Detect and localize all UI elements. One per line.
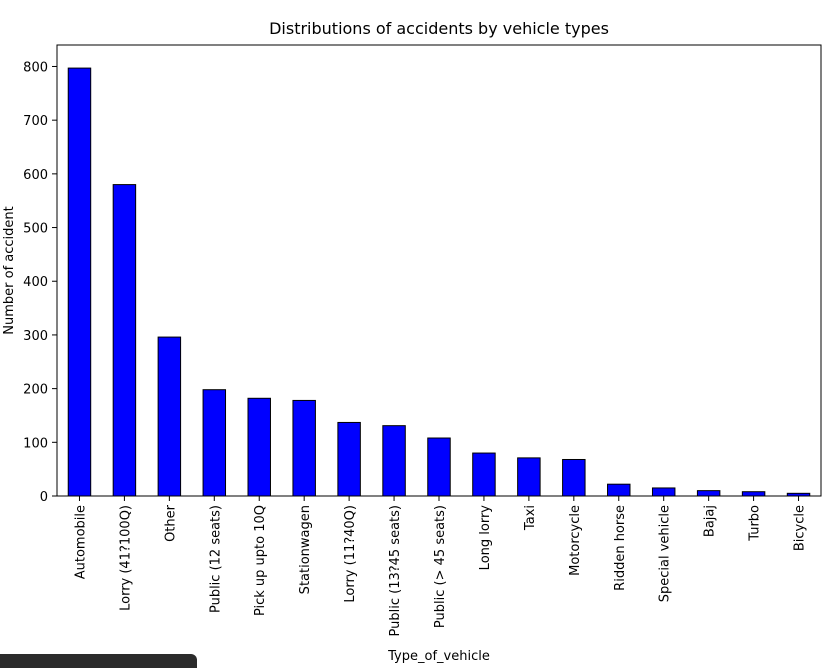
x-tick-label: Pick up upto 10Q: [253, 505, 268, 616]
bar: [337, 421, 361, 497]
bar: [427, 437, 451, 497]
x-tick-label: Other: [163, 504, 178, 542]
bar: [112, 184, 137, 497]
x-tick-label: Long lorry: [478, 505, 493, 571]
x-tick-label: Public (12 seats): [208, 505, 223, 613]
y-tick-label: 500: [23, 222, 48, 237]
bar: [651, 487, 676, 497]
x-tick-label: Taxi: [523, 505, 538, 531]
y-axis-label: Number of accident: [2, 206, 17, 334]
bar: [517, 457, 541, 497]
bar: [247, 397, 271, 497]
x-tick-label: Lorry (41?100Q): [118, 505, 133, 611]
x-tick-label: Ridden horse: [613, 505, 628, 591]
bar: [562, 458, 586, 497]
x-tick-label: Stationwagen: [298, 505, 313, 594]
bar: [67, 67, 92, 497]
x-tick-label: Turbo: [748, 505, 763, 542]
bars-group: [67, 67, 811, 497]
x-tick-label: Special vehicle: [658, 505, 673, 602]
bar: [607, 483, 631, 497]
x-tick-label: Bajaj: [703, 505, 718, 537]
y-tick-label: 700: [23, 114, 48, 129]
y-axis: 0 100 200 300 400 500 600 700 800: [23, 60, 57, 505]
y-tick-label: 200: [23, 383, 48, 398]
y-tick-label: 100: [23, 436, 48, 451]
x-tick-label: Bicycle: [793, 505, 808, 551]
bar: [382, 425, 406, 497]
x-tick-label: Lorry (11?40Q): [343, 505, 358, 603]
y-tick-label: 300: [23, 329, 48, 344]
chart-title: Distributions of accidents by vehicle ty…: [269, 19, 609, 38]
bar: [696, 490, 721, 497]
x-axis: Automobile Lorry (41?100Q) Other Public (12…: [73, 496, 808, 636]
bar: [292, 399, 316, 497]
x-tick-label: Public (> 45 seats): [433, 505, 448, 628]
bar: [741, 491, 766, 497]
y-tick-label: 800: [23, 60, 48, 75]
x-tick-label: Motorcycle: [568, 505, 583, 576]
plot-frame: [56, 44, 822, 497]
bar: [157, 336, 182, 497]
y-tick-label: 0: [40, 490, 48, 505]
overlay-bar: [0, 654, 197, 668]
x-tick-label: Public (13?45 seats): [388, 505, 403, 636]
x-axis-label: Type_of_vehicle: [387, 649, 490, 664]
bar: [472, 452, 496, 497]
x-tick-label: Automobile: [73, 505, 88, 579]
bar: [202, 389, 227, 497]
y-tick-label: 600: [23, 168, 48, 183]
y-tick-label: 400: [23, 275, 48, 290]
